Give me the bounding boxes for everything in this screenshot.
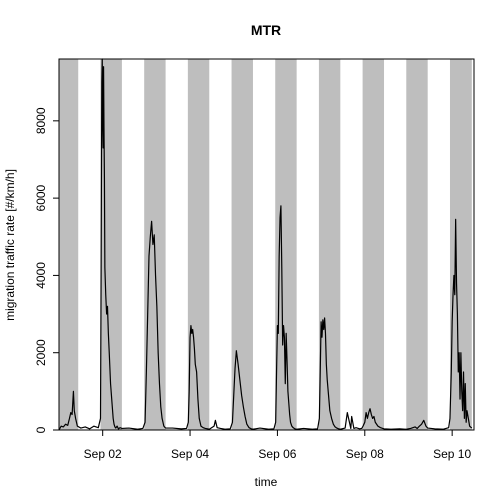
y-tick-label-1: 0 (34, 426, 48, 433)
x-tick-label-4: Sep 08 (346, 447, 384, 461)
x-axis-label: time (255, 475, 278, 489)
y-tick-label-4: 6000 (34, 184, 48, 211)
y-axis-label: migration traffic rate [#/km/h] (3, 169, 17, 321)
night-band-7 (318, 59, 341, 430)
y-tick-label-2: 2000 (34, 339, 48, 366)
night-band-5 (231, 59, 253, 430)
night-band-6 (275, 59, 297, 430)
x-tick-label-3: Sep 06 (258, 447, 296, 461)
x-tick-label-2: Sep 04 (171, 447, 209, 461)
night-band-4 (187, 59, 210, 430)
plot-frame (58, 58, 475, 431)
night-bands (59, 59, 472, 430)
x-axis: Sep 02 Sep 04 Sep 06 Sep 08 Sep 10 (84, 430, 471, 461)
x-tick-label-5: Sep 10 (433, 447, 471, 461)
y-axis: 0 2000 4000 6000 8000 (34, 107, 59, 433)
chart-title: MTR (251, 22, 281, 38)
x-tick-label-1: Sep 02 (84, 447, 122, 461)
series-line-mtr (58, 58, 473, 431)
night-band-10 (449, 59, 472, 430)
night-band-2 (100, 59, 122, 430)
y-tick-label-3: 4000 (34, 262, 48, 289)
night-band-1 (59, 59, 79, 430)
night-band-8 (362, 59, 385, 430)
night-band-9 (406, 59, 428, 430)
y-tick-label-5: 8000 (34, 107, 48, 134)
